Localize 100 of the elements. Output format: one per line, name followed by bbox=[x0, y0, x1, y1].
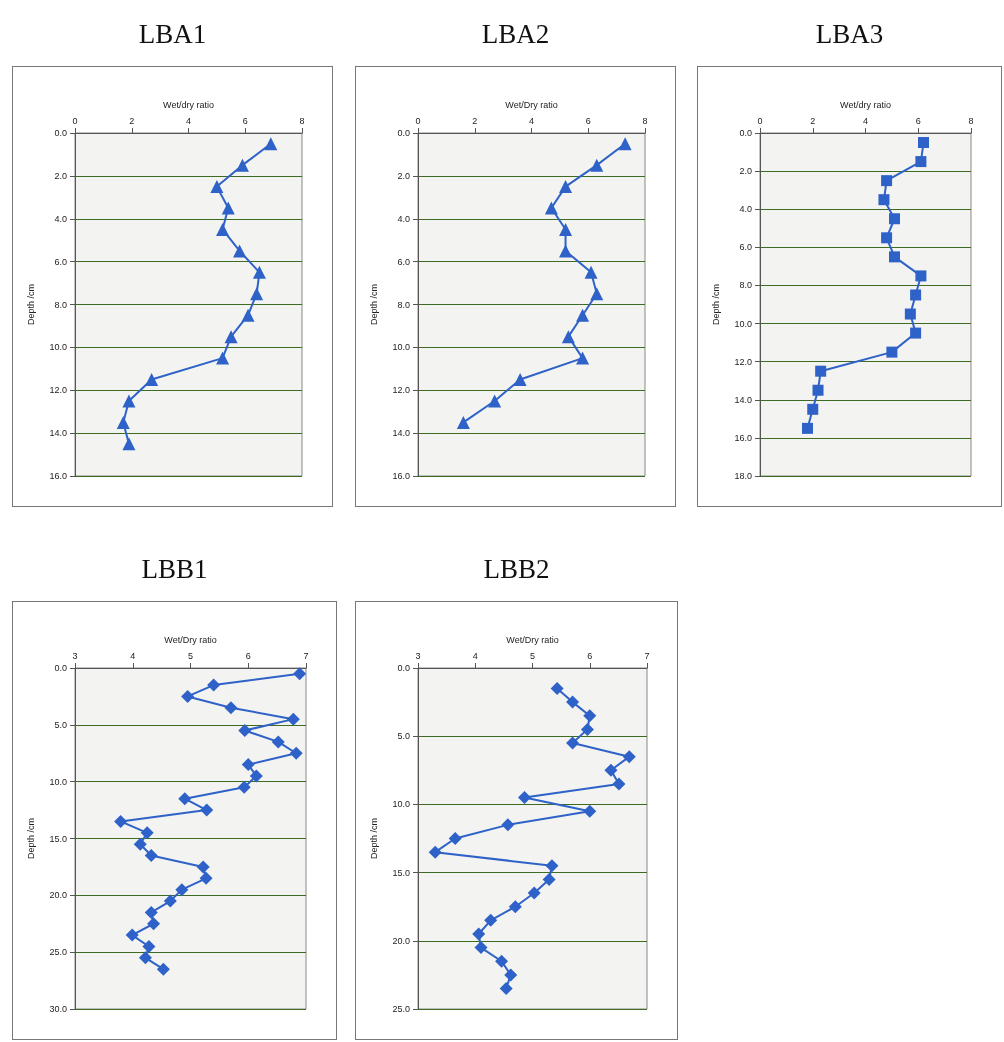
y-tick-label: 30.0 bbox=[49, 1004, 67, 1014]
y-tick-label: 5.0 bbox=[397, 731, 410, 742]
point bbox=[561, 330, 575, 344]
y-tick-label: 10.0 bbox=[49, 342, 67, 353]
point bbox=[147, 917, 161, 931]
point bbox=[584, 265, 598, 279]
x-tick-label: 6 bbox=[245, 650, 251, 661]
x-tick-label: 2 bbox=[472, 115, 478, 126]
y-tick-label: 8.0 bbox=[54, 299, 67, 310]
point bbox=[812, 384, 824, 396]
y-tick-label: 14.0 bbox=[49, 428, 67, 439]
x-tick-label: 8 bbox=[968, 115, 974, 126]
point bbox=[145, 373, 159, 387]
point bbox=[237, 780, 251, 794]
point bbox=[249, 769, 263, 783]
y-tick-label: 6.0 bbox=[739, 242, 752, 253]
point bbox=[142, 939, 156, 953]
point bbox=[501, 818, 515, 832]
chart-title: LBB2 bbox=[482, 553, 551, 586]
point bbox=[544, 201, 558, 215]
x-tick-label: 4 bbox=[862, 115, 869, 126]
chart-title: LBA2 bbox=[480, 18, 551, 51]
y-tick-label: 10.0 bbox=[392, 799, 410, 810]
point bbox=[604, 763, 618, 777]
point bbox=[448, 832, 462, 845]
point bbox=[472, 927, 486, 941]
y-tick-label: 16.0 bbox=[734, 432, 752, 443]
point bbox=[583, 709, 597, 723]
y-tick-label: 12.0 bbox=[734, 356, 752, 367]
point bbox=[163, 894, 177, 908]
y-tick-label: 0.0 bbox=[54, 128, 67, 138]
point bbox=[583, 804, 597, 818]
point bbox=[116, 415, 130, 429]
y-tick-label: 2.0 bbox=[739, 166, 752, 177]
y-tick-label: 0.0 bbox=[397, 663, 410, 673]
point bbox=[144, 849, 158, 863]
y-tick-label: 2.0 bbox=[397, 170, 410, 181]
point bbox=[559, 180, 573, 194]
x-tick-label: 0 bbox=[72, 115, 78, 126]
x-axis-title: Wet/Dry ratio bbox=[505, 99, 558, 110]
point bbox=[488, 394, 502, 408]
point bbox=[889, 251, 901, 263]
y-tick-label: 8.0 bbox=[739, 280, 752, 291]
y-tick-label: 20.0 bbox=[49, 890, 67, 901]
y-tick-label: 4.0 bbox=[54, 213, 67, 224]
point bbox=[241, 758, 255, 772]
y-tick-label: 10.0 bbox=[392, 342, 410, 353]
chart-title: LBB1 bbox=[140, 553, 209, 586]
x-axis-title: Wet/Dry ratio bbox=[506, 634, 559, 645]
point bbox=[881, 232, 893, 244]
x-axis-title: Wet/Dry ratio bbox=[164, 634, 217, 645]
x-tick-label: 6 bbox=[242, 115, 248, 126]
x-tick-label: 6 bbox=[587, 650, 593, 661]
y-tick-label: 12.0 bbox=[49, 385, 67, 396]
point bbox=[241, 308, 255, 322]
point bbox=[474, 941, 488, 955]
point bbox=[545, 859, 559, 873]
x-tick-label: 7 bbox=[303, 650, 309, 661]
point bbox=[216, 351, 230, 365]
point bbox=[250, 287, 264, 301]
point bbox=[889, 213, 901, 225]
point bbox=[235, 158, 249, 172]
point bbox=[114, 814, 128, 828]
point bbox=[428, 845, 442, 859]
y-tick-label: 14.0 bbox=[392, 428, 410, 439]
y-axis-title: Depth /cm bbox=[25, 817, 36, 860]
y-tick-label: 18.0 bbox=[734, 471, 752, 481]
point bbox=[542, 872, 556, 886]
point bbox=[196, 860, 210, 874]
point bbox=[576, 308, 590, 322]
point bbox=[576, 351, 590, 365]
x-tick-label: 3 bbox=[72, 650, 78, 661]
point bbox=[878, 194, 890, 206]
point bbox=[618, 137, 632, 151]
x-tick-label: 2 bbox=[129, 115, 135, 126]
point bbox=[286, 712, 300, 726]
point bbox=[216, 222, 230, 236]
x-tick-label: 2 bbox=[810, 115, 816, 126]
y-axis-title: Depth /cm bbox=[368, 283, 379, 326]
y-tick-label: 14.0 bbox=[734, 394, 752, 405]
point bbox=[144, 905, 158, 919]
point bbox=[133, 837, 147, 851]
y-tick-label: 15.0 bbox=[49, 833, 67, 844]
point bbox=[801, 422, 813, 434]
point bbox=[513, 373, 527, 387]
point bbox=[566, 736, 580, 750]
point bbox=[122, 437, 136, 451]
point bbox=[910, 327, 922, 339]
y-axis-title: Depth /cm bbox=[710, 283, 721, 326]
y-tick-label: 0.0 bbox=[397, 128, 410, 138]
x-tick-label: 8 bbox=[299, 115, 305, 126]
point bbox=[915, 156, 927, 168]
x-tick-label: 6 bbox=[585, 115, 591, 126]
point bbox=[138, 951, 152, 965]
x-axis-title: Wet/dry ratio bbox=[840, 99, 891, 110]
y-tick-label: 2.0 bbox=[54, 170, 67, 181]
x-tick-label: 4 bbox=[528, 115, 535, 126]
point bbox=[508, 900, 522, 914]
y-tick-label: 8.0 bbox=[397, 299, 410, 310]
point bbox=[881, 175, 893, 187]
